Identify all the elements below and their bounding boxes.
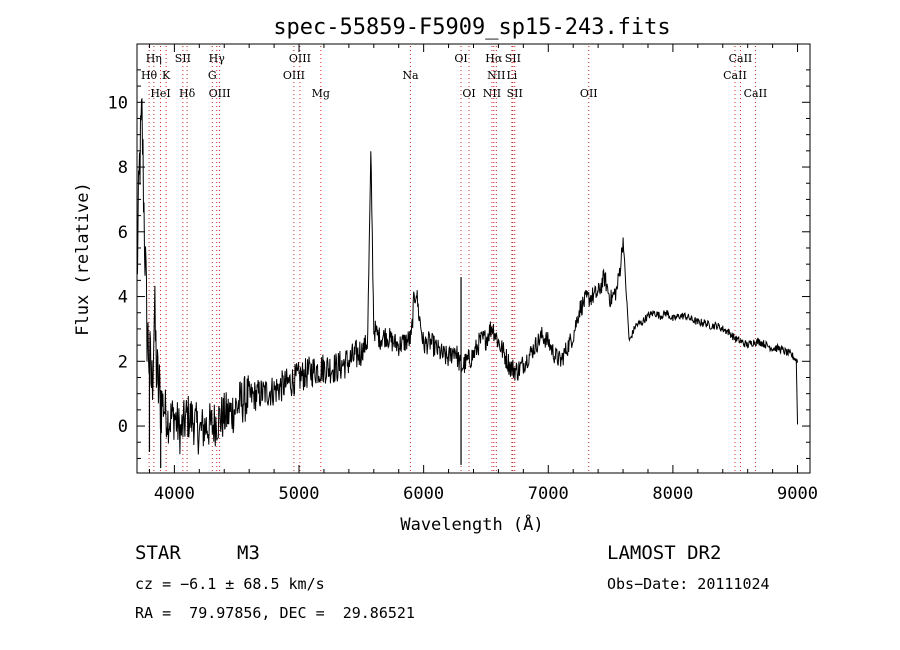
coordinates: RA = 79.97856, DEC = 29.86521 [135,604,415,622]
line-marker-label: SII [505,52,521,65]
line-marker-label: OIII [283,69,305,82]
line-marker-label: OIII [289,52,311,65]
line-marker-label: OII [580,87,598,100]
spectrum-line [136,98,798,455]
line-marker-label: CaII [723,69,747,82]
line-marker-label: Mg [312,87,330,100]
line-marker-label: Li [506,69,517,82]
chart-title: spec-55859-F5909_sp15-243.fits [273,15,670,40]
x-tick-label: 5000 [279,484,320,504]
y-tick-label: 8 [118,158,128,178]
subclass: M3 [237,542,260,564]
line-marker-label: Hη [146,52,162,65]
x-tick-label: 8000 [652,484,693,504]
x-tick-label: 4000 [154,484,195,504]
line-marker-label: NII [487,69,505,82]
line-marker-label: HeI [150,87,170,100]
line-marker-label: Hθ [141,69,158,82]
y-tick-label: 2 [118,352,128,372]
line-marker-label: Hα [485,52,503,65]
line-marker-label: SII [507,87,523,100]
object-class: STAR [135,542,181,564]
line-marker-label: CaII [729,52,753,65]
line-marker-label: CaII [744,87,768,100]
line-marker-label: Hγ [209,52,226,65]
y-axis: 0 2 4 6 8 10 [108,69,810,459]
y-tick-label: 4 [118,288,128,308]
x-axis: 4000 5000 6000 7000 8000 9000 [148,44,818,504]
y-axis-label: Flux (relative) [73,182,93,336]
observation-date: Obs−Date: 20111024 [607,575,770,593]
line-marker-label: K [162,69,171,82]
y-tick-label: 10 [108,93,128,113]
line-marker-label: G [208,69,217,82]
line-marker-label: SII [175,52,191,65]
survey-name: LAMOST DR2 [607,542,722,564]
line-marker-label: OI [454,52,467,65]
line-marker-label: Hδ [179,87,196,100]
y-tick-label: 0 [118,417,128,437]
line-marker-label: OIII [209,87,231,100]
y-tick-label: 6 [118,223,128,243]
redshift-velocity: cz = −6.1 ± 68.5 km/s [135,575,325,593]
spectrum-series [136,98,799,469]
line-marker-label: NII [483,87,501,100]
x-tick-label: 6000 [403,484,444,504]
x-tick-label: 9000 [777,484,818,504]
x-axis-label: Wavelength (Å) [400,513,543,535]
emission-line-markers [148,46,756,473]
x-tick-label: 7000 [528,484,569,504]
line-marker-label: Na [402,69,419,82]
spectrum-end-drop [795,361,799,425]
line-marker-label: OI [462,87,475,100]
